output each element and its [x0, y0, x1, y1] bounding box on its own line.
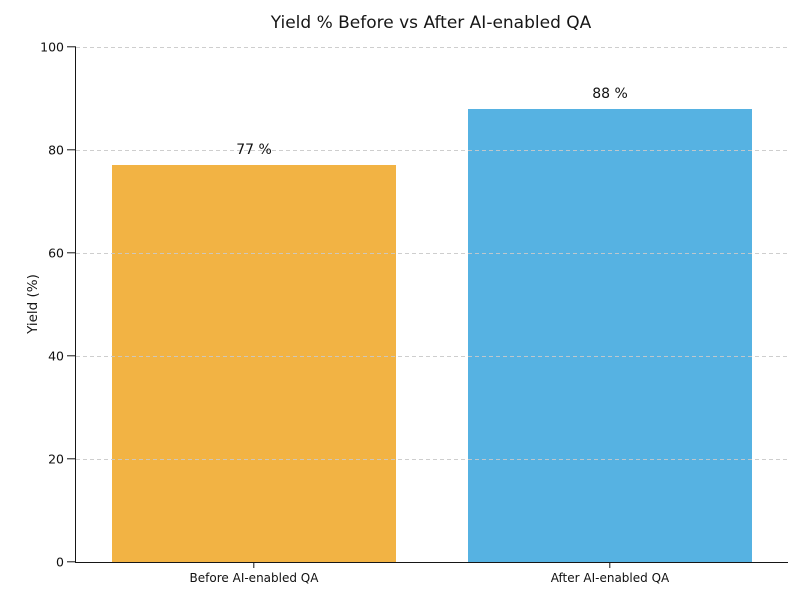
chart-title: Yield % Before vs After AI-enabled QA [270, 13, 592, 33]
y-tick-mark [67, 458, 76, 460]
x-tick-label: Before AI-enabled QA [189, 571, 319, 585]
x-tick-label: After AI-enabled QA [550, 571, 670, 585]
y-tick-label: 100 [40, 39, 64, 55]
x-tick-mark [253, 562, 255, 568]
y-tick-mark [67, 355, 76, 357]
plot-area: 77 % 88 % 0 20 40 60 80 100 Before AI-enabled … [40, 40, 788, 585]
y-tick-label: 80 [48, 142, 64, 158]
bar [467, 108, 753, 562]
y-tick-label: 40 [48, 348, 64, 364]
y-tick-mark [67, 46, 76, 48]
y-tick-mark [67, 252, 76, 254]
y-tick-label: 60 [48, 245, 64, 261]
x-tick-mark [609, 562, 611, 568]
y-tick-label: 20 [48, 451, 64, 467]
bar-value-label: 88 % [592, 85, 628, 102]
gridline [76, 47, 788, 48]
y-tick-mark [67, 561, 76, 563]
y-axis-label: Yield (%) [25, 274, 41, 334]
bar [111, 165, 397, 562]
bar-value-label: 77 % [236, 142, 272, 159]
y-tick-label: 0 [56, 554, 64, 570]
y-tick-mark [67, 149, 76, 151]
